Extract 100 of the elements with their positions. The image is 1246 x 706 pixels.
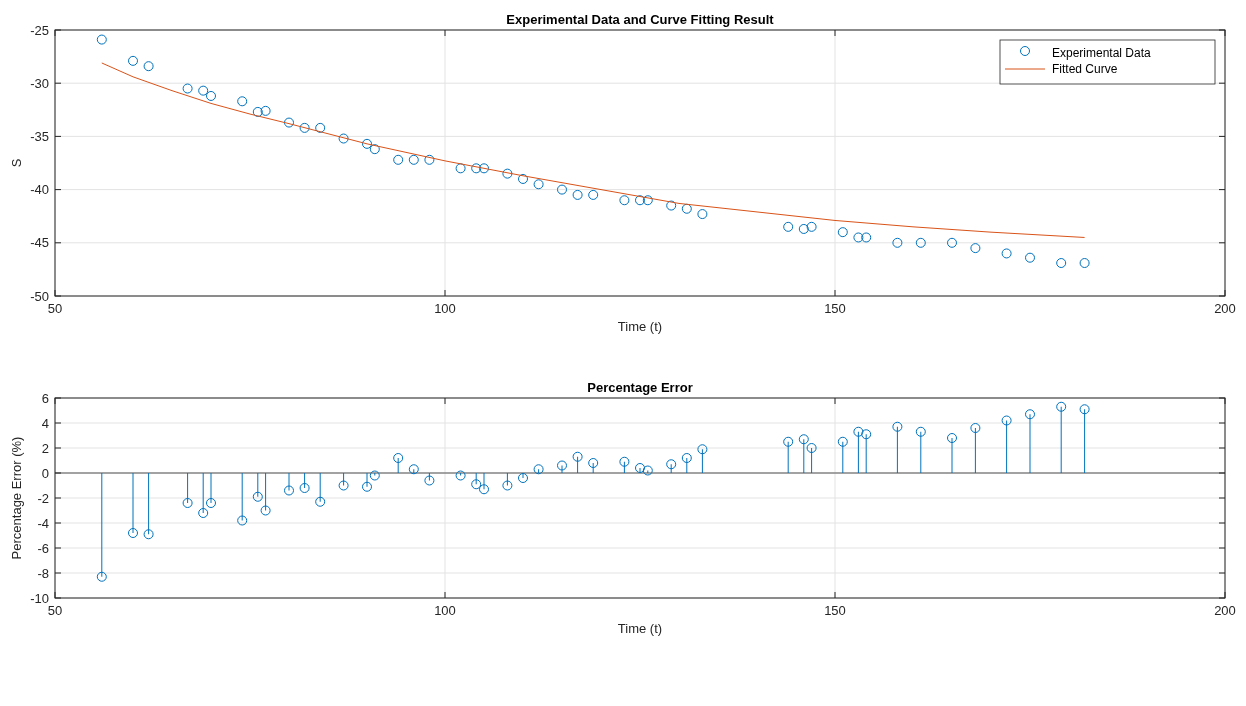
y-axis-title: Percentage Error (%)	[9, 436, 24, 560]
y-tick-label: -50	[30, 288, 49, 304]
point	[915, 426, 926, 437]
point	[128, 55, 138, 66]
point	[424, 475, 435, 486]
point	[666, 459, 677, 470]
point	[206, 90, 216, 101]
point	[206, 498, 216, 508]
point	[798, 434, 809, 445]
point	[182, 83, 193, 94]
point	[892, 421, 903, 432]
point	[299, 483, 310, 493]
point	[947, 433, 957, 443]
point	[783, 436, 794, 447]
chart-title: Percentage Error	[587, 380, 693, 395]
point	[237, 515, 248, 526]
point	[362, 138, 372, 149]
point	[260, 105, 271, 116]
y-tick-label: -35	[30, 128, 49, 144]
point	[471, 479, 482, 490]
point	[479, 163, 489, 174]
y-axis-title: S	[9, 158, 24, 168]
point	[533, 179, 544, 190]
point	[1056, 401, 1067, 412]
x-tick-label: 50	[47, 301, 63, 316]
chart-title: Experimental Data and Curve Fitting Result	[506, 12, 775, 27]
point	[697, 209, 708, 220]
point	[798, 223, 809, 234]
x-axis-title: Time (t)	[617, 319, 663, 334]
point	[635, 195, 645, 206]
point	[1001, 248, 1012, 259]
point	[533, 464, 544, 475]
line-series	[101, 62, 1086, 238]
point	[681, 453, 692, 463]
point	[315, 122, 326, 133]
point	[479, 484, 489, 495]
point	[182, 498, 193, 508]
y-tick-label: 4	[41, 415, 49, 431]
point	[572, 189, 583, 200]
point	[915, 237, 926, 248]
y-tick-label: -25	[30, 22, 49, 38]
point	[1079, 258, 1090, 269]
point	[642, 465, 653, 476]
point	[198, 85, 209, 96]
point	[143, 529, 154, 540]
legend-label: Experimental Data	[1052, 46, 1152, 60]
point	[861, 429, 872, 440]
point	[128, 528, 138, 538]
point	[315, 496, 326, 507]
y-tick-label: -30	[30, 75, 49, 91]
point	[1056, 258, 1067, 269]
point	[502, 168, 513, 179]
x-tick-label: 100	[434, 301, 456, 316]
point	[697, 444, 708, 455]
point	[806, 221, 817, 232]
point	[393, 154, 404, 165]
point	[1079, 404, 1090, 415]
point	[362, 481, 372, 492]
point	[892, 237, 903, 248]
point	[783, 221, 794, 232]
point	[252, 106, 263, 117]
y-tick-label: 6	[41, 390, 49, 406]
y-tick-label: -8	[37, 565, 49, 581]
point	[1025, 252, 1035, 263]
point	[588, 458, 599, 468]
point	[237, 96, 248, 107]
x-tick-label: 150	[824, 603, 846, 618]
point	[455, 163, 466, 174]
point	[1025, 409, 1035, 420]
point	[96, 571, 107, 582]
y-tick-label: -40	[30, 182, 49, 198]
point	[338, 133, 349, 144]
point	[861, 232, 872, 243]
point	[252, 491, 263, 502]
point	[424, 154, 435, 165]
point	[806, 443, 817, 453]
y-tick-label: -6	[37, 540, 49, 556]
y-tick-label: 2	[41, 440, 49, 456]
point	[198, 508, 209, 518]
point	[588, 189, 599, 200]
point	[635, 463, 645, 473]
y-tick-label: -2	[37, 490, 49, 506]
x-axis-title: Time (t)	[617, 621, 663, 636]
point	[338, 480, 349, 491]
point	[299, 122, 310, 133]
point	[369, 470, 380, 481]
point	[970, 423, 981, 433]
point	[1001, 415, 1012, 426]
x-tick-label: 150	[824, 301, 846, 316]
x-tick-label: 100	[434, 603, 456, 618]
point	[970, 243, 981, 254]
point	[369, 144, 380, 155]
point	[96, 34, 107, 45]
point	[853, 426, 864, 437]
point	[408, 154, 419, 165]
y-tick-label: -10	[30, 590, 49, 606]
point	[681, 203, 692, 214]
point	[471, 163, 482, 174]
point	[518, 473, 528, 483]
point	[393, 453, 404, 463]
